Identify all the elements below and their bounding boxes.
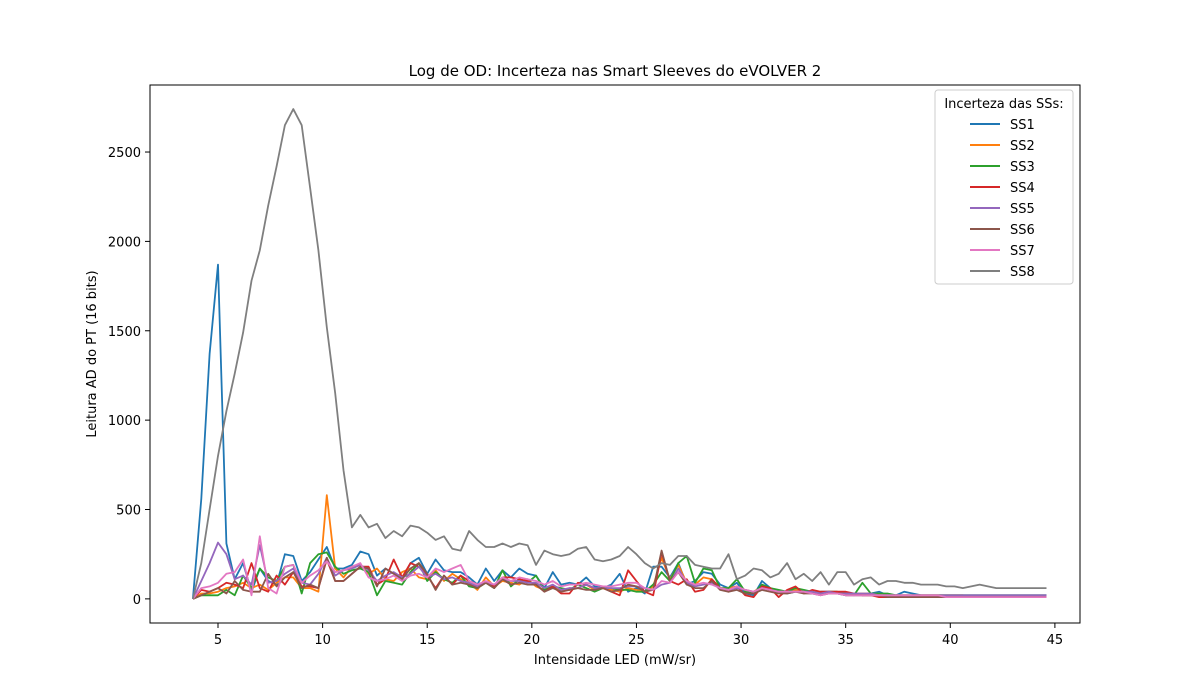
legend-item-ss8: SS8 (970, 265, 1035, 280)
x-axis: 5 10 15 20 25 30 35 40 45 (214, 623, 1063, 648)
x-tick-label: 15 (419, 633, 436, 648)
y-tick-label: 1000 (108, 414, 141, 429)
legend-items: SS1 SS2 SS3 SS4 SS5 SS6 SS7 SS8 (970, 118, 1035, 280)
x-tick-label: 5 (214, 633, 222, 648)
series-line-ss6 (192, 549, 1047, 600)
x-tick-label: 45 (1047, 633, 1064, 648)
y-axis: 0 500 1000 1500 2000 2500 (108, 146, 150, 608)
x-tick-label: 40 (942, 633, 959, 648)
x-tick-label: 35 (837, 633, 854, 648)
legend-label: SS5 (1010, 202, 1035, 217)
x-tick-label: 30 (733, 633, 750, 648)
series-line-ss7 (192, 535, 1047, 600)
series-line-ss1 (192, 263, 1047, 599)
legend-item-ss5: SS5 (970, 202, 1035, 217)
y-tick-label: 2000 (108, 235, 141, 250)
legend-label: SS2 (1010, 139, 1035, 154)
x-tick-label: 10 (314, 633, 331, 648)
x-tick-label: 20 (524, 633, 541, 648)
y-tick-label: 2500 (108, 146, 141, 161)
legend-item-ss4: SS4 (970, 181, 1035, 196)
legend-title: Incerteza das SSs: (944, 97, 1063, 112)
legend-label: SS8 (1010, 265, 1035, 280)
legend-item-ss6: SS6 (970, 223, 1035, 238)
y-tick-label: 0 (133, 593, 141, 608)
legend-item-ss1: SS1 (970, 118, 1035, 133)
legend: Incerteza das SSs: SS1 SS2 SS3 SS4 SS5 SS6 SS7… (934, 89, 1074, 285)
x-axis-title: Intensidade LED (mW/sr) (534, 653, 696, 668)
y-tick-label: 500 (116, 504, 141, 519)
legend-box (934, 89, 1074, 285)
legend-label: SS7 (1010, 244, 1035, 259)
series-line-ss8 (192, 108, 1047, 600)
y-axis-title: Leitura AD do PT (16 bits) (85, 270, 100, 437)
chart-title: Log de OD: Incerteza nas Smart Sleeves d… (409, 62, 822, 80)
legend-label: SS3 (1010, 160, 1035, 175)
plot-frame (149, 84, 1081, 624)
x-tick-label: 25 (628, 633, 645, 648)
legend-label: SS6 (1010, 223, 1035, 238)
legend-label: SS1 (1010, 118, 1035, 133)
legend-item-ss2: SS2 (970, 139, 1035, 154)
legend-label: SS4 (1010, 181, 1035, 196)
legend-item-ss3: SS3 (970, 160, 1035, 175)
legend-item-ss7: SS7 (970, 244, 1035, 259)
y-tick-label: 1500 (108, 325, 141, 340)
series-layer (192, 108, 1047, 600)
